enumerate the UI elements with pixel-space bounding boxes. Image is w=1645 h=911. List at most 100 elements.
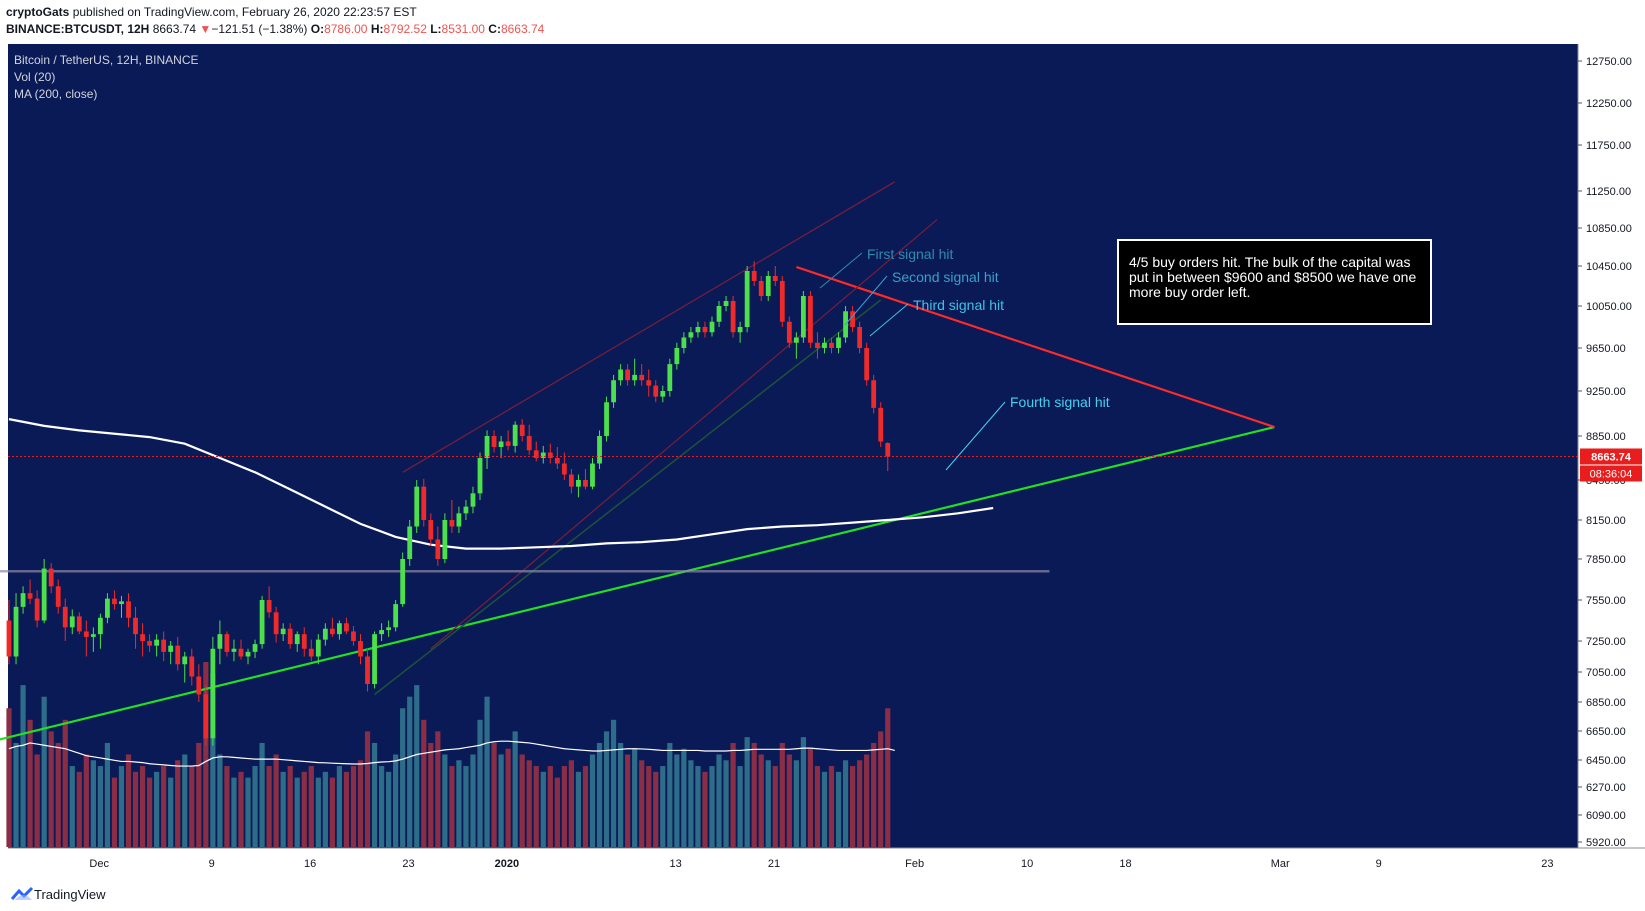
candle-body [245, 651, 251, 657]
price-chart[interactable]: 12750.00 12250.00 11750.00 11250.00 10850.00… [0, 0, 1645, 880]
volume-bar [20, 685, 26, 847]
trendline-resistance [796, 265, 1275, 429]
volume-bar [62, 719, 68, 847]
signal-label: Third signal hit [913, 297, 1004, 313]
candle-body [576, 480, 581, 487]
candle-body [681, 337, 687, 348]
volume-bar [807, 748, 814, 847]
price-axis-background [1578, 44, 1645, 848]
volume-bar [182, 754, 188, 847]
candle-body [590, 463, 595, 487]
candle-body [653, 385, 659, 397]
y-tick-label: 12250.00 [1586, 98, 1632, 110]
candle-body [308, 648, 314, 657]
candle-body [540, 452, 546, 458]
volume-bar [456, 760, 462, 847]
volume-bar [751, 742, 757, 847]
candle-body [386, 627, 392, 631]
volume-bar [709, 766, 715, 847]
volume-bar [400, 708, 406, 847]
legend-volume: Vol (20) [14, 70, 56, 84]
candle-body [62, 606, 68, 628]
candle-body [793, 337, 799, 343]
candle-body [765, 276, 771, 296]
signal-leader-line [819, 252, 863, 289]
open-value: 8786.00 [324, 22, 368, 36]
volume-bar [280, 771, 286, 847]
volume-bar [139, 766, 146, 847]
candles [6, 261, 891, 746]
volume-bar [821, 771, 828, 847]
volume-bar [835, 771, 842, 847]
volume-bar [147, 777, 153, 847]
volume-bar [842, 760, 849, 847]
candle-body [667, 364, 673, 391]
candle-body [800, 296, 806, 338]
candle-body [154, 639, 160, 646]
x-tick-label: 21 [768, 858, 780, 870]
volume-bar [97, 766, 103, 847]
candle-body [41, 568, 47, 621]
candle-body [259, 600, 265, 645]
volume-bar [463, 766, 469, 847]
candle-body [512, 424, 518, 446]
footer: TradingView [0, 880, 1645, 911]
y-tick-label: 6090.00 [1586, 810, 1626, 822]
legend-ma: MA (200, close) [14, 87, 98, 101]
candle-body [189, 656, 195, 677]
candle-body [358, 641, 363, 657]
candle-body [505, 441, 511, 446]
volume-bar [322, 771, 328, 847]
volume-bar [175, 760, 181, 847]
volume-bar [118, 766, 125, 847]
y-tick-label: 9250.00 [1586, 386, 1626, 398]
open-label: O: [310, 22, 325, 36]
symbol-label[interactable]: BINANCE:BTCUSDT, 12H [6, 22, 150, 36]
volume-bar [69, 766, 75, 847]
candle-body [393, 604, 399, 628]
volume-bar [238, 771, 244, 847]
tradingview-logo-icon[interactable] [10, 886, 36, 902]
volume-bar [393, 754, 399, 847]
candle-body [351, 631, 356, 641]
candle-body [639, 374, 645, 381]
close-value: 8663.74 [500, 22, 545, 36]
candle-body [119, 601, 124, 605]
note-box[interactable]: 4/5 buy orders hit. The bulk of the capi… [1117, 239, 1432, 325]
volume-bar [828, 766, 835, 847]
volume-bar [653, 771, 659, 847]
volume-bar [90, 760, 96, 847]
volume-bar [125, 754, 132, 847]
volume-bar [786, 754, 792, 847]
candle-body [463, 506, 469, 514]
volume-bar [871, 742, 877, 847]
countdown-label: 08:36:04 [1590, 468, 1633, 480]
x-tick-label: 23 [1541, 858, 1553, 870]
y-tick-label: 11250.00 [1586, 186, 1631, 198]
volume-bar [772, 766, 778, 847]
trendline-channel-lower [430, 219, 938, 650]
candle-body [857, 327, 863, 348]
volume-bar [730, 742, 736, 847]
volume-bar [449, 766, 455, 847]
candle-body [6, 620, 12, 657]
x-tick-label: 10 [1021, 858, 1033, 870]
candle-body [618, 369, 624, 381]
volume-bar [491, 742, 497, 847]
volume-bar [878, 731, 884, 847]
candle-body [231, 648, 237, 652]
trendline-channel-mid [374, 299, 882, 696]
volume-bar [224, 766, 230, 847]
author-name[interactable]: cryptoGats [6, 5, 70, 19]
change-arrow-icon: ▼ [199, 22, 212, 36]
volume-bar [814, 766, 821, 847]
footer-brand[interactable]: TradingView [34, 887, 106, 902]
candle-body [723, 301, 729, 306]
candle-body [337, 623, 342, 635]
volume-bar [350, 766, 357, 847]
candle-body [779, 281, 785, 322]
candle-body [878, 407, 884, 442]
candle-body [252, 644, 258, 652]
signal-label: First signal hit [867, 246, 953, 262]
signal-label: Second signal hit [892, 269, 999, 285]
